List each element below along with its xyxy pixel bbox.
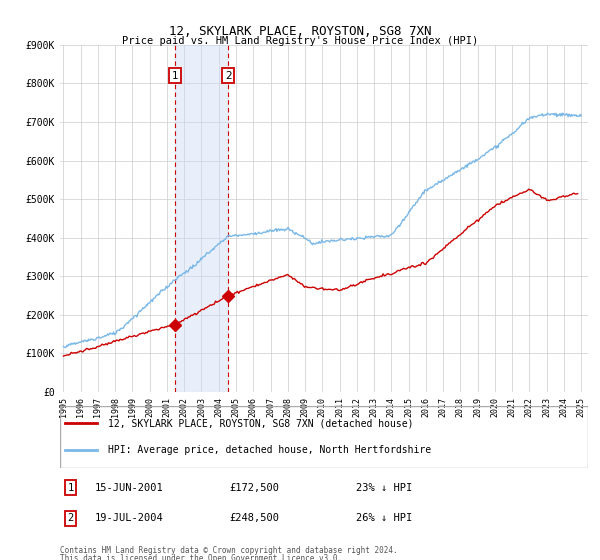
Text: 19-JUL-2004: 19-JUL-2004 bbox=[94, 514, 163, 524]
Bar bbox=[175, 45, 228, 392]
Text: 12, SKYLARK PLACE, ROYSTON, SG8 7XN (detached house): 12, SKYLARK PLACE, ROYSTON, SG8 7XN (det… bbox=[107, 418, 413, 428]
Text: 2: 2 bbox=[67, 514, 74, 524]
Text: £248,500: £248,500 bbox=[229, 514, 279, 524]
Text: 1: 1 bbox=[172, 71, 178, 81]
Text: Price paid vs. HM Land Registry's House Price Index (HPI): Price paid vs. HM Land Registry's House … bbox=[122, 36, 478, 46]
Text: 26% ↓ HPI: 26% ↓ HPI bbox=[356, 514, 412, 524]
Text: 15-JUN-2001: 15-JUN-2001 bbox=[94, 483, 163, 493]
Text: 2: 2 bbox=[225, 71, 232, 81]
Text: This data is licensed under the Open Government Licence v3.0.: This data is licensed under the Open Gov… bbox=[60, 554, 342, 560]
Text: £172,500: £172,500 bbox=[229, 483, 279, 493]
Text: 12, SKYLARK PLACE, ROYSTON, SG8 7XN: 12, SKYLARK PLACE, ROYSTON, SG8 7XN bbox=[169, 25, 431, 38]
Text: 1: 1 bbox=[67, 483, 74, 493]
Text: 23% ↓ HPI: 23% ↓ HPI bbox=[356, 483, 412, 493]
Text: Contains HM Land Registry data © Crown copyright and database right 2024.: Contains HM Land Registry data © Crown c… bbox=[60, 546, 398, 555]
Text: HPI: Average price, detached house, North Hertfordshire: HPI: Average price, detached house, Nort… bbox=[107, 445, 431, 455]
